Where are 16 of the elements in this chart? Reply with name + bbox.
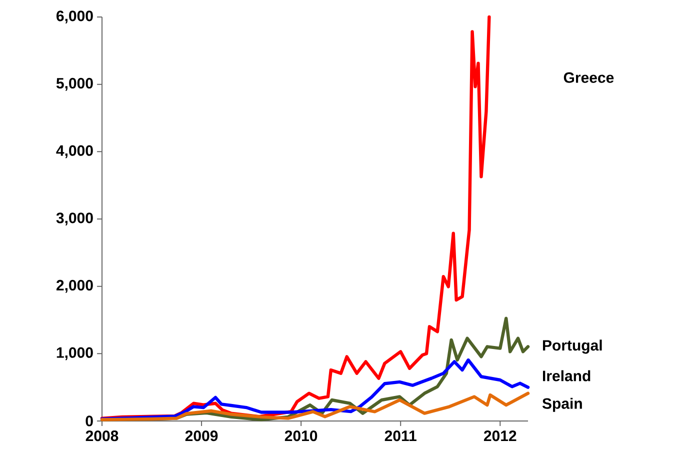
x-tick-label: 2011 [384, 430, 416, 442]
x-tick-label: 2012 [484, 430, 516, 442]
x-tick-label: 2009 [185, 430, 218, 442]
y-tick-label: 0 [86, 416, 93, 426]
y-tick-label: 4,000 [56, 145, 93, 158]
x-tick-label: 2008 [86, 430, 118, 442]
y-tick-label: 1,000 [56, 347, 93, 360]
y-tick-label: 5,000 [56, 78, 93, 91]
series-label: Ireland [542, 370, 590, 382]
series-label: Spain [542, 398, 582, 412]
y-tick-label: 3,000 [56, 212, 93, 226]
x-tick-label: 2010 [284, 430, 318, 442]
series-label: Portugal [542, 340, 602, 354]
y-tick-label: 6,000 [56, 10, 93, 24]
text: Greece [564, 72, 614, 83]
y-tick-label: 2,000 [56, 280, 93, 293]
